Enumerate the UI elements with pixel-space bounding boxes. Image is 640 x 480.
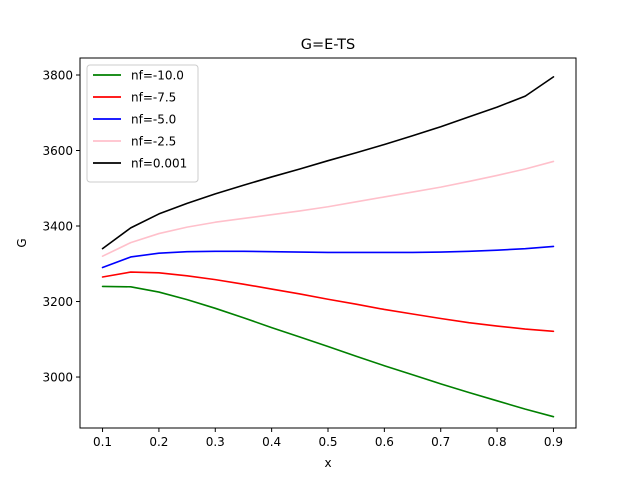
series-line-4	[101, 76, 555, 250]
x-tick-label: 0.3	[206, 435, 225, 449]
x-tick-label: 0.5	[318, 435, 337, 449]
legend-label: nf=-10.0	[131, 69, 184, 83]
x-axis-label: x	[324, 456, 331, 470]
x-tick-label: 0.2	[149, 435, 168, 449]
y-tick-label: 3400	[42, 220, 73, 234]
x-tick-label: 0.9	[544, 435, 563, 449]
y-axis-label: G	[15, 238, 29, 247]
legend-box	[86, 64, 199, 183]
x-axis: 0.1 0.2 0.3 0.4 0.5 0.6 0.7 0.8 0.9	[93, 428, 563, 449]
y-tick-label: 3200	[42, 295, 73, 309]
legend-label: nf=-2.5	[131, 135, 176, 149]
x-tick-label: 0.7	[431, 435, 450, 449]
y-tick-label: 3000	[42, 371, 73, 385]
chart-title: G=E-TS	[301, 37, 356, 53]
x-tick-label: 0.4	[262, 435, 281, 449]
legend-label: nf=0.001	[131, 157, 187, 171]
legend-label: nf=-5.0	[131, 113, 176, 127]
series-line-1	[101, 271, 555, 333]
legend: nf=-10.0 nf=-7.5 nf=-5.0 nf=-2.5 nf=0.001	[86, 64, 199, 183]
y-tick-label: 3800	[42, 68, 73, 82]
series-lines	[101, 76, 555, 418]
y-tick-label: 3600	[42, 144, 73, 158]
legend-label: nf=-7.5	[131, 91, 176, 105]
series-line-2	[101, 245, 555, 269]
series-line-3	[101, 160, 555, 258]
series-line-0	[101, 285, 555, 418]
x-tick-label: 0.6	[375, 435, 394, 449]
x-tick-label: 0.1	[93, 435, 112, 449]
y-axis: 3000 3200 3400 3600 3800	[42, 68, 80, 385]
x-tick-label: 0.8	[488, 435, 507, 449]
